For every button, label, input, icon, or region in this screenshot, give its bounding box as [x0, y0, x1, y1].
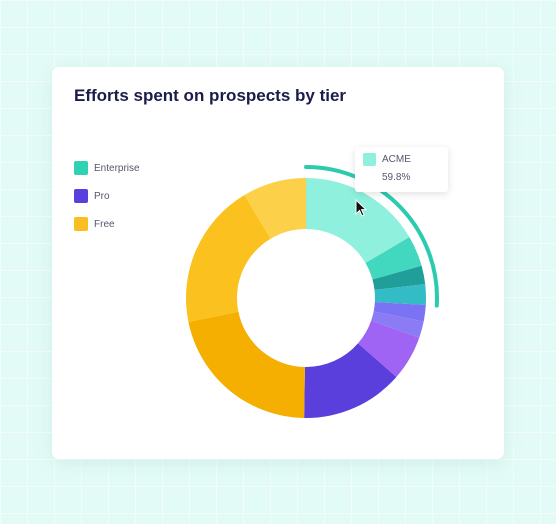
- donut-slice-pro-7[interactable]: [304, 343, 397, 418]
- donut-slice-enterprise-1[interactable]: [365, 237, 422, 280]
- donut-slice-free-10[interactable]: [244, 178, 306, 239]
- chart-title: Efforts spent on prospects by tier: [74, 86, 347, 105]
- legend-swatch-free: [74, 217, 88, 231]
- tooltip-swatch: [363, 153, 376, 166]
- donut-slice-free-9[interactable]: [186, 194, 271, 322]
- donut-slice-pro-4[interactable]: [373, 302, 426, 322]
- highlight-arc: [304, 165, 439, 308]
- donut-slice-enterprise-2[interactable]: [372, 265, 426, 291]
- legend-item-free[interactable]: Free: [74, 217, 140, 231]
- legend-label-free: Free: [94, 218, 115, 230]
- legend: Enterprise Pro Free: [74, 161, 140, 245]
- donut-slice-enterprise-0[interactable]: [306, 178, 410, 263]
- legend-label-pro: Pro: [94, 190, 110, 202]
- donut-slices: [186, 178, 426, 418]
- mouse-cursor-icon: [355, 198, 368, 222]
- legend-item-pro[interactable]: Pro: [74, 189, 140, 203]
- legend-swatch-enterprise: [74, 161, 88, 175]
- donut-slice-pro-6[interactable]: [357, 320, 420, 377]
- tooltip: ACME 59.8%: [355, 147, 448, 192]
- donut-slice-enterprise-3[interactable]: [374, 284, 426, 305]
- legend-item-enterprise[interactable]: Enterprise: [74, 161, 140, 175]
- legend-swatch-pro: [74, 189, 88, 203]
- legend-label-enterprise: Enterprise: [94, 162, 140, 174]
- tooltip-name: ACME: [382, 154, 411, 165]
- tooltip-value: 59.8%: [382, 172, 411, 183]
- donut-slice-free-8[interactable]: [188, 311, 305, 418]
- donut-slice-pro-5[interactable]: [371, 311, 424, 338]
